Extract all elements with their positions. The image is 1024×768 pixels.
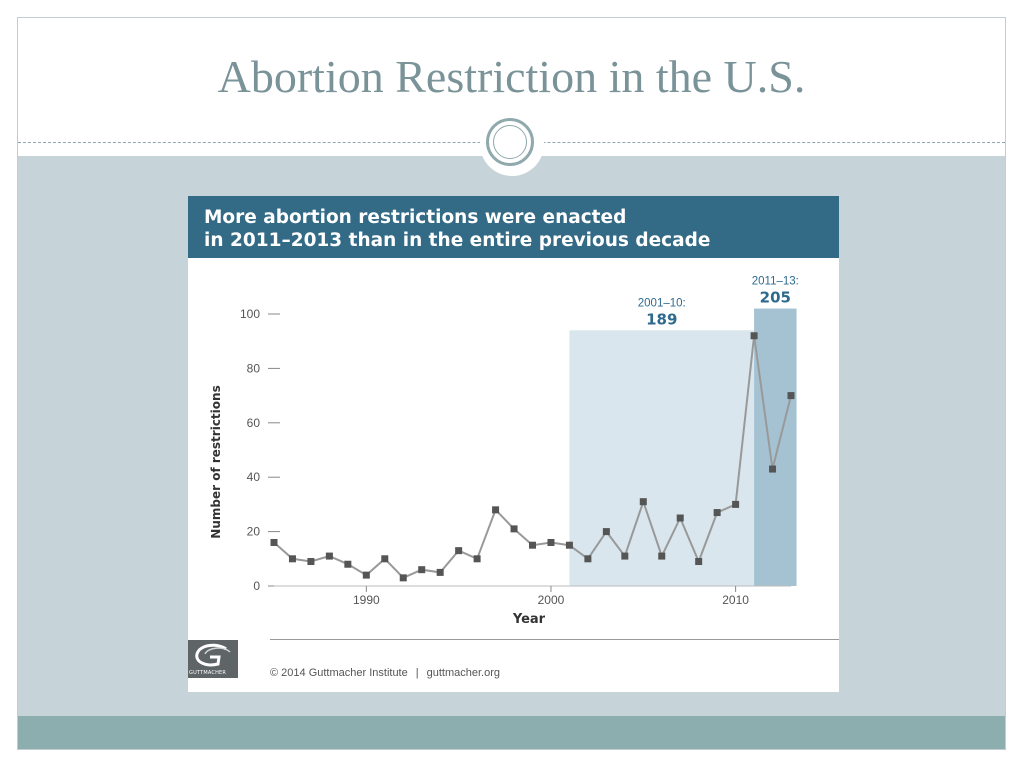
y-tick-label-40: 40 xyxy=(247,470,261,484)
data-point-1992 xyxy=(399,574,407,582)
chart-card: More abortion restrictions were enacted … xyxy=(188,196,839,692)
data-point-1996 xyxy=(473,555,481,563)
guttmacher-logo: GUTTMACHER xyxy=(188,640,238,678)
x-tick-label-2000: 2000 xyxy=(538,593,565,607)
data-point-1991 xyxy=(381,555,389,563)
data-point-1988 xyxy=(325,552,333,560)
slide-title: Abortion Restriction in the U.S. xyxy=(217,51,806,102)
data-point-2006 xyxy=(658,552,666,560)
data-point-2005 xyxy=(639,498,647,506)
data-point-1997 xyxy=(492,506,500,514)
data-point-1989 xyxy=(344,560,352,568)
data-point-1987 xyxy=(307,558,315,566)
highlight-region-1 xyxy=(754,308,797,586)
y-tick-label-20: 20 xyxy=(247,525,261,539)
credit-line: © 2014 Guttmacher Institute | guttmacher.o… xyxy=(270,667,500,679)
website-link[interactable]: guttmacher.org xyxy=(426,667,500,679)
y-tick-label-80: 80 xyxy=(247,361,261,375)
divider-circle-ornament xyxy=(486,118,534,166)
chart-title-line-2: in 2011–2013 than in the entire previous… xyxy=(204,230,711,251)
data-point-1990 xyxy=(362,571,370,579)
credit-separator: | xyxy=(415,667,419,679)
data-point-2010 xyxy=(732,500,740,508)
x-tick-label-2010: 2010 xyxy=(722,593,749,607)
data-point-1998 xyxy=(510,525,518,533)
data-point-1986 xyxy=(288,555,296,563)
x-axis-title: Year xyxy=(512,612,546,627)
data-point-2012 xyxy=(769,465,777,473)
y-axis-title: Number of restrictions xyxy=(209,385,223,538)
data-point-2001 xyxy=(565,541,573,549)
data-point-2008 xyxy=(695,558,703,566)
x-tick-label-1990: 1990 xyxy=(353,593,380,607)
data-point-2004 xyxy=(621,552,629,560)
highlight-label-0: 2001–10: xyxy=(638,297,686,309)
highlight-label-1: 2011–13: xyxy=(752,276,799,288)
highlight-total-0: 189 xyxy=(646,310,677,328)
data-point-2003 xyxy=(602,528,610,536)
y-tick-label-0: 0 xyxy=(253,579,260,593)
data-point-1994 xyxy=(436,568,444,576)
footer-divider xyxy=(270,639,839,640)
highlight-total-1: 205 xyxy=(760,289,791,307)
highlight-region-0 xyxy=(569,330,755,586)
copyright-text: © 2014 Guttmacher Institute xyxy=(270,667,408,679)
data-point-1993 xyxy=(418,566,426,574)
chart-title: More abortion restrictions were enacted … xyxy=(188,196,839,258)
data-point-1999 xyxy=(529,541,536,549)
bottom-bar xyxy=(18,716,1005,749)
data-point-2002 xyxy=(584,555,592,563)
data-point-2011 xyxy=(750,332,758,340)
y-tick-label-60: 60 xyxy=(247,416,261,430)
data-point-2000 xyxy=(547,538,555,546)
data-point-2013 xyxy=(787,392,795,400)
logo-text: GUTTMACHER xyxy=(189,670,227,676)
data-point-2007 xyxy=(676,514,684,522)
line-chart: 2001–10:189 2011–13:205 0 20 40 60 80 100 1990 20… xyxy=(209,276,799,627)
data-point-2009 xyxy=(713,509,721,517)
y-tick-label-100: 100 xyxy=(240,307,260,321)
data-point-1985 xyxy=(270,538,278,546)
guttmacher-logo-mark xyxy=(195,643,231,667)
data-point-1995 xyxy=(455,547,463,555)
chart-title-line-1: More abortion restrictions were enacted xyxy=(204,207,627,228)
